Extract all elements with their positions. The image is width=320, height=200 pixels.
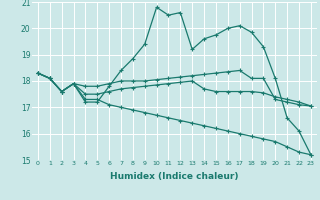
X-axis label: Humidex (Indice chaleur): Humidex (Indice chaleur) (110, 172, 239, 181)
